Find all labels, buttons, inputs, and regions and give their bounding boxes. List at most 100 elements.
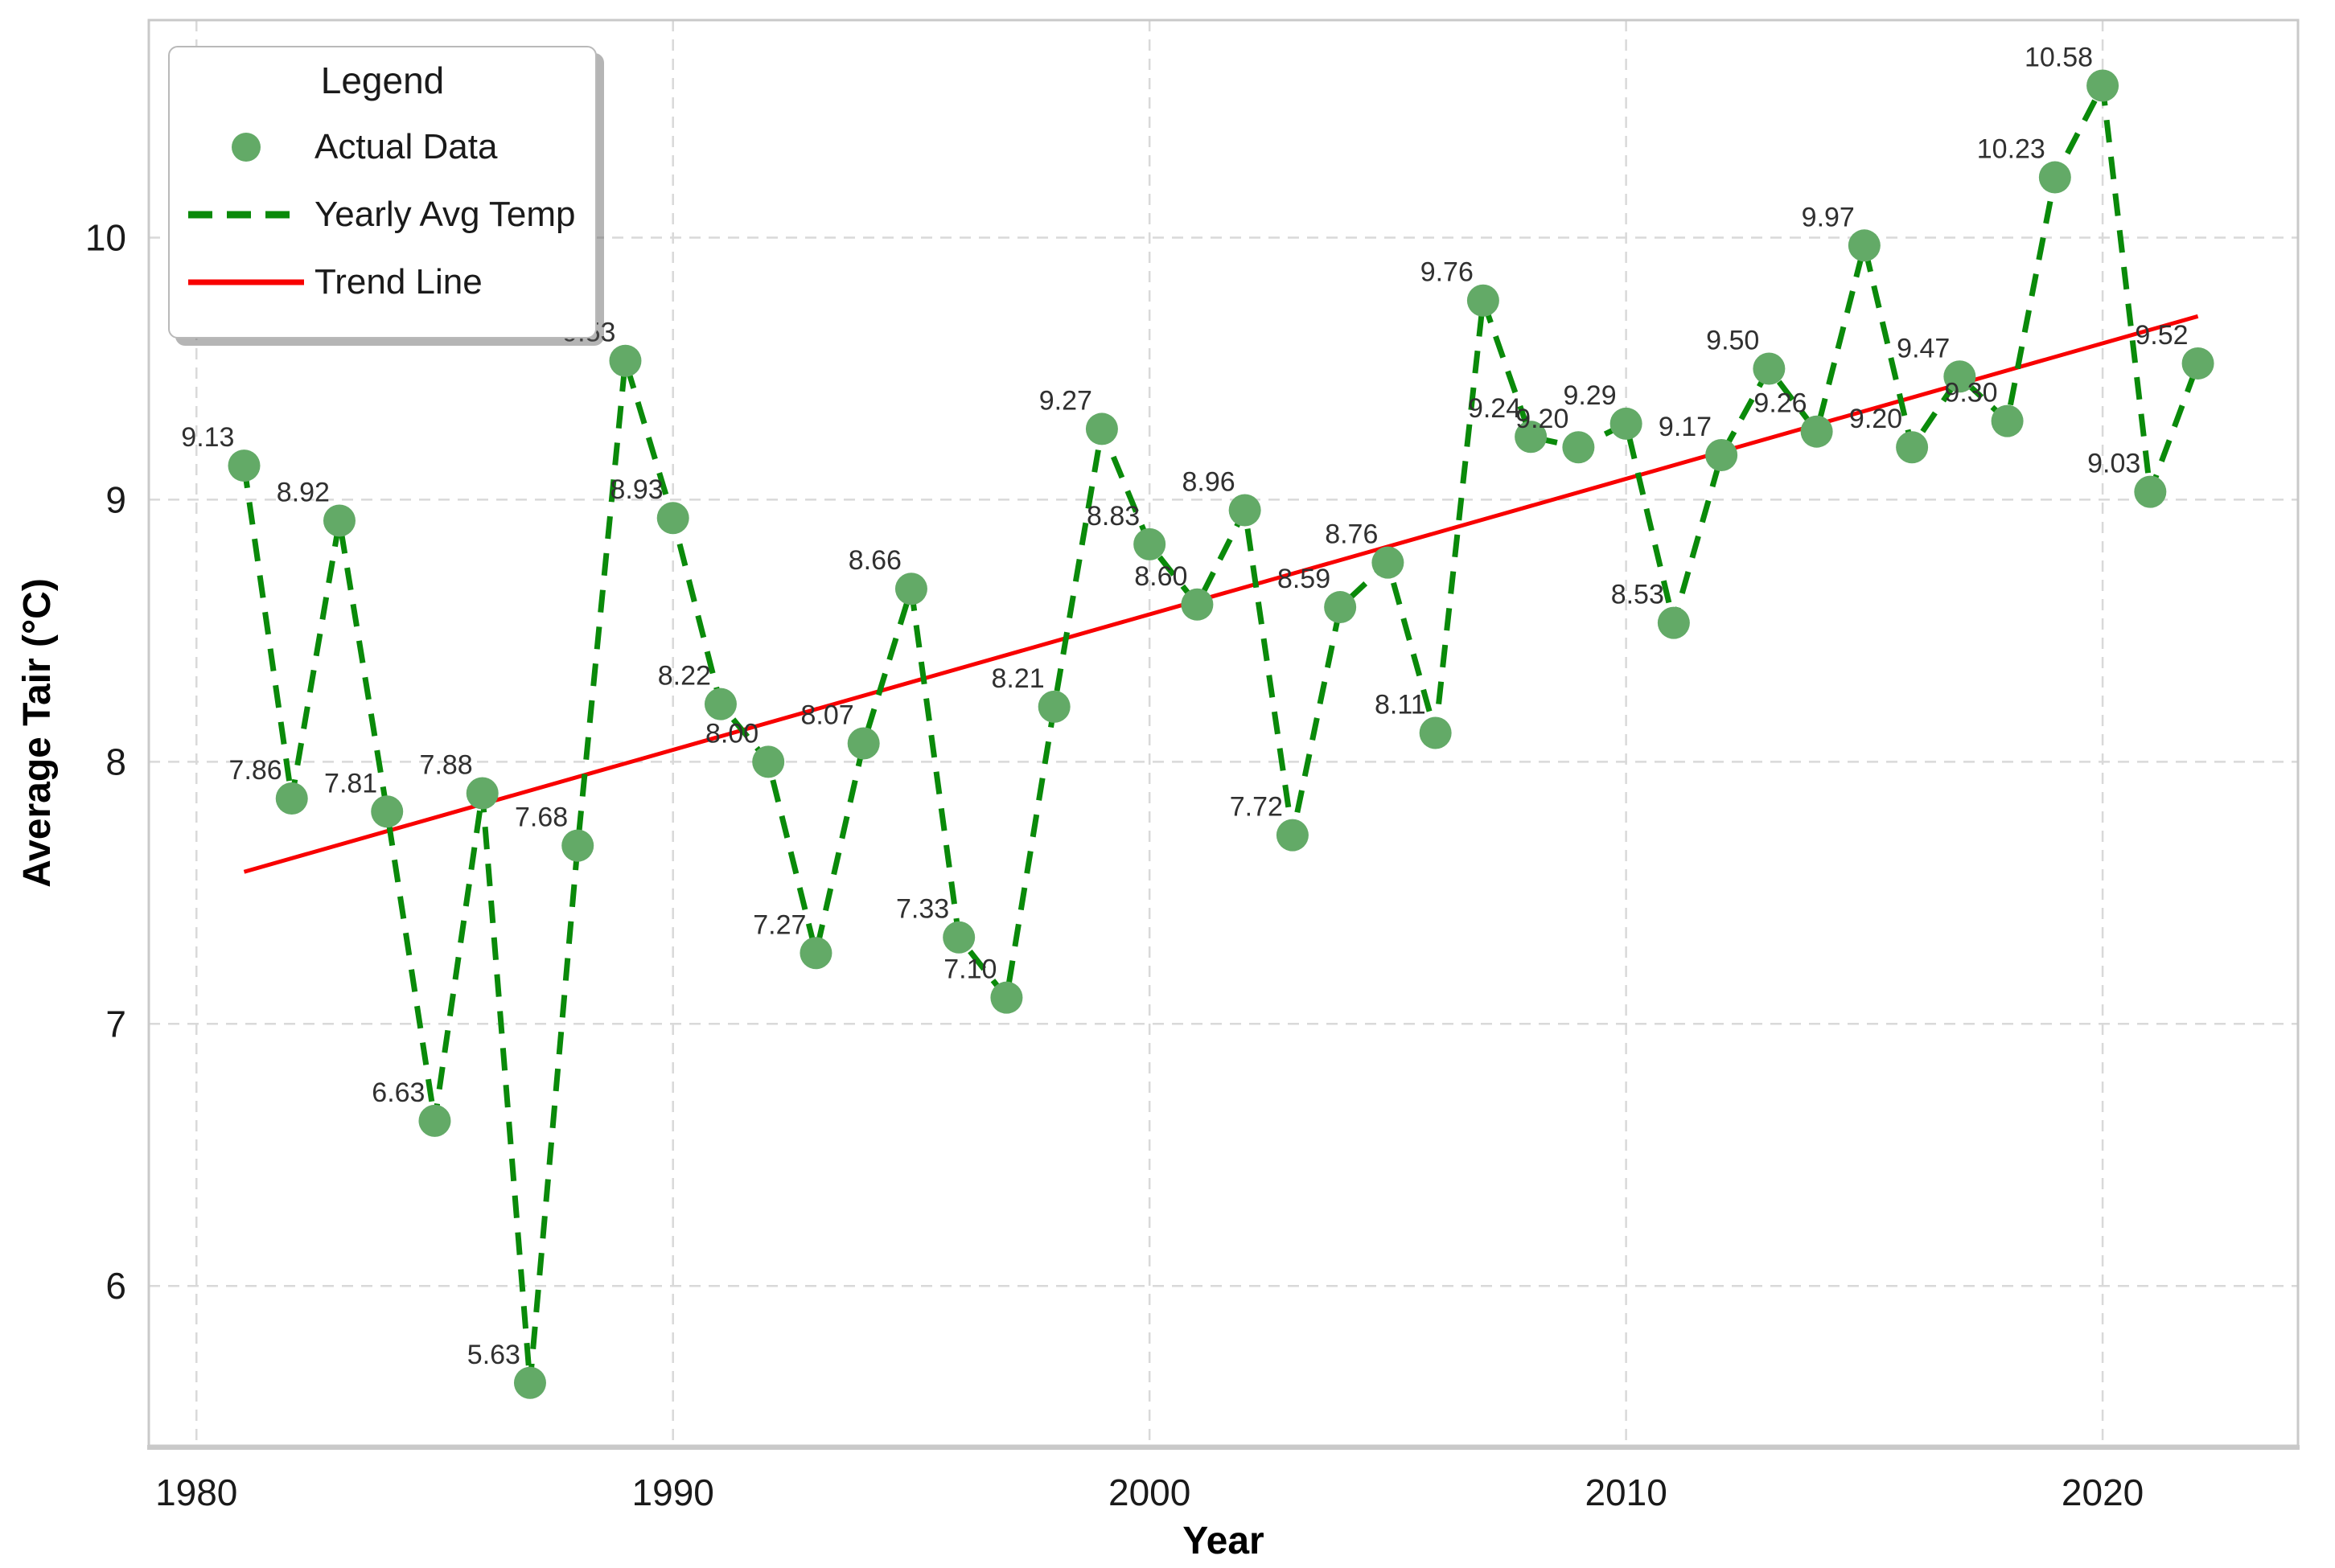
- data-point-label: 9.03: [2087, 449, 2140, 479]
- data-point-label: 9.27: [1039, 385, 1092, 416]
- data-point: [418, 1104, 451, 1137]
- plot-border: [147, 18, 2300, 1450]
- data-point: [1515, 421, 1548, 454]
- data-point: [2038, 161, 2071, 194]
- x-tick-label: 2020: [2062, 1472, 2144, 1513]
- data-point: [2134, 475, 2167, 508]
- data-point: [1085, 413, 1118, 445]
- data-point: [1228, 494, 1261, 527]
- data-point: [1800, 415, 1833, 448]
- data-point-label: 7.10: [943, 954, 997, 985]
- data-point: [1133, 527, 1166, 560]
- data-point: [513, 1366, 546, 1399]
- legend: Legend Actual Data Yearly Avg Temp Trend…: [168, 46, 597, 339]
- legend-item-trend-line: Trend Line: [178, 248, 587, 316]
- data-point: [228, 449, 261, 482]
- data-point: [847, 727, 880, 760]
- data-point: [1419, 716, 1452, 749]
- y-tick-label: 9: [105, 478, 126, 520]
- data-point: [609, 344, 642, 377]
- data-point: [561, 829, 594, 862]
- data-point: [1609, 407, 1642, 440]
- data-point: [275, 782, 308, 815]
- data-point-label: 9.97: [1802, 202, 1855, 232]
- solid-line-marker-icon: [178, 258, 314, 306]
- data-point-label: 9.24: [1468, 393, 1521, 424]
- trend-line: [243, 314, 2199, 874]
- data-point-label: 7.81: [324, 768, 377, 798]
- legend-item-label: Actual Data: [314, 127, 498, 166]
- data-point-label: 7.33: [896, 894, 949, 925]
- data-point: [1753, 352, 1786, 385]
- legend-item-label: Yearly Avg Temp: [314, 195, 576, 234]
- legend-title: Legend: [320, 60, 445, 101]
- data-point-label: 7.86: [229, 755, 282, 786]
- y-tick-label: 8: [105, 741, 126, 782]
- axis-labels: Year Average Tair (°C): [16, 578, 1264, 1562]
- data-point: [752, 745, 785, 778]
- y-tick-labels: 6 7 8 9 10: [85, 217, 126, 1307]
- data-point: [1896, 431, 1929, 464]
- gridlines: [149, 20, 2298, 1446]
- data-point-label: 10.23: [1977, 134, 2045, 165]
- data-point: [1181, 588, 1214, 621]
- data-point: [371, 795, 404, 828]
- data-point: [1705, 439, 1738, 472]
- x-tick-label: 2000: [1108, 1472, 1190, 1513]
- dashed-line-marker-icon: [178, 191, 314, 239]
- x-tick-label: 1990: [632, 1472, 714, 1513]
- circle-marker-icon: [178, 123, 314, 171]
- data-point: [704, 688, 737, 720]
- data-point-label: 9.13: [181, 422, 234, 453]
- data-point: [800, 937, 832, 970]
- legend-item-label: Trend Line: [314, 262, 483, 302]
- data-point: [1943, 360, 1976, 393]
- data-point-label: 9.76: [1420, 257, 1474, 288]
- data-point-label: 6.63: [372, 1077, 425, 1108]
- data-point-label: 5.63: [467, 1340, 520, 1370]
- data-point-label: 9.29: [1563, 380, 1616, 411]
- data-point-label: 7.72: [1230, 792, 1283, 823]
- data-point-label: 7.68: [515, 802, 568, 833]
- data-point: [2086, 69, 2119, 102]
- data-point-label: 9.20: [1515, 404, 1568, 434]
- data-point-label: 7.88: [420, 749, 473, 780]
- data-point: [323, 504, 356, 537]
- data-point-labels: 9.137.868.927.816.637.885.637.689.538.93…: [181, 42, 2188, 1369]
- data-point-label: 8.83: [1087, 501, 1140, 532]
- data-point: [1848, 229, 1881, 262]
- y-tick-label: 7: [105, 1003, 126, 1045]
- data-point: [656, 502, 689, 535]
- data-point: [1371, 546, 1404, 579]
- data-point-label: 8.00: [705, 718, 758, 749]
- data-point-label: 8.92: [277, 478, 330, 508]
- data-point-label: 8.60: [1134, 561, 1187, 592]
- data-point: [1276, 819, 1309, 852]
- data-point-label: 9.30: [1944, 378, 1997, 408]
- data-point-label: 10.58: [2025, 42, 2093, 72]
- data-point-label: 8.59: [1277, 564, 1330, 594]
- data-point: [943, 921, 976, 954]
- data-point: [1991, 404, 2024, 437]
- data-point: [1038, 690, 1071, 723]
- data-point-label: 9.20: [1849, 404, 1902, 434]
- data-point: [1657, 606, 1690, 639]
- data-point: [2181, 347, 2214, 380]
- legend-item-actual-data: Actual Data: [178, 113, 587, 181]
- yearly-avg-temp-line: [241, 82, 2201, 1386]
- y-axis-label: Average Tair (°C): [16, 578, 59, 888]
- x-tick-labels: 1980 1990 2000 2010 2020: [155, 1472, 2144, 1513]
- data-point-label: 9.26: [1753, 388, 1807, 419]
- data-point-label: 8.22: [658, 661, 711, 692]
- data-point-label: 8.66: [849, 545, 902, 576]
- x-tick-label: 2010: [1585, 1472, 1667, 1513]
- data-point: [894, 573, 927, 605]
- x-tick-label: 1980: [155, 1472, 237, 1513]
- data-point: [1562, 431, 1595, 464]
- data-point-label: 8.21: [991, 663, 1044, 694]
- data-point-label: 9.47: [1897, 333, 1950, 363]
- data-point-label: 7.27: [753, 909, 806, 940]
- x-axis-label: Year: [1182, 1520, 1264, 1562]
